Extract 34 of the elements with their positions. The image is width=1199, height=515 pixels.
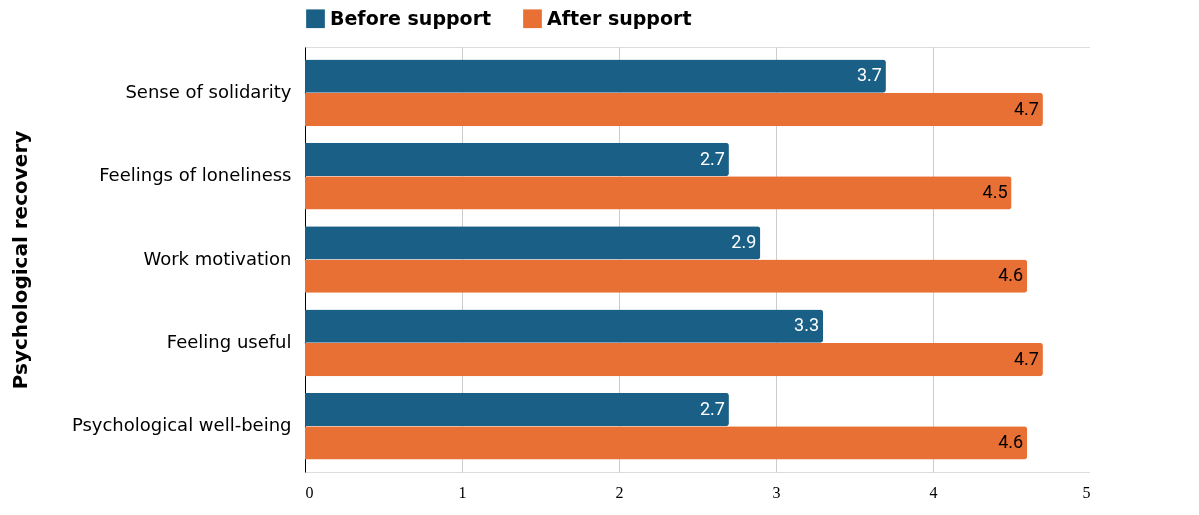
x-tick-label: 4 [929, 483, 938, 501]
data-label: 2.7 [699, 397, 725, 419]
y-tick-label: Psychological well-being [71, 414, 292, 436]
data-label: 4.7 [1013, 347, 1039, 369]
data-label: 2.7 [699, 147, 725, 169]
bar [305, 259, 1028, 293]
bar [305, 92, 1043, 127]
data-label: 4.6 [998, 430, 1024, 452]
bar [305, 142, 729, 177]
data-label: 4.6 [998, 264, 1024, 286]
data-label: 2.9 [731, 230, 757, 252]
x-tick-label: 3 [772, 483, 781, 501]
x-tick-label: 1 [458, 483, 467, 501]
data-label: 4.5 [982, 180, 1008, 202]
bar [305, 176, 1012, 210]
legend-label: Before support [330, 6, 492, 29]
bar [305, 426, 1028, 460]
legend-label: After support [547, 6, 692, 29]
bar [305, 342, 1043, 377]
data-label: 4.7 [1013, 97, 1039, 119]
x-tick-label: 5 [1082, 483, 1091, 501]
data-label: 3.3 [794, 314, 820, 336]
data-label: 3.7 [856, 64, 882, 86]
y-tick-label: Feelings of loneliness [99, 164, 292, 186]
y-tick-label: Feeling useful [166, 330, 292, 352]
y-tick-label: Sense of solidarity [125, 80, 292, 102]
x-tick-label: 0 [305, 483, 314, 501]
bar [305, 226, 761, 260]
y-tick-label: Work motivation [143, 247, 292, 269]
bar [305, 59, 886, 93]
x-tick-label: 2 [615, 483, 624, 501]
bar [305, 309, 824, 343]
y-axis-title: Psychological recovery [7, 130, 32, 390]
bar [305, 392, 729, 427]
